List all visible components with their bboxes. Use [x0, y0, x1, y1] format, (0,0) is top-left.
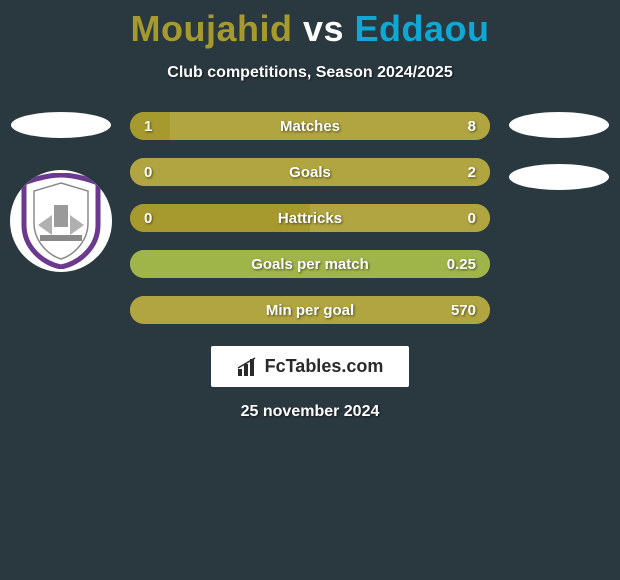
- stat-right-value: 2: [430, 164, 490, 181]
- page-title: Moujahid vs Eddaou: [0, 8, 620, 50]
- player1-photo-placeholder: [11, 112, 111, 138]
- stat-row: 1Matches8: [130, 112, 490, 140]
- brand-badge: FcTables.com: [211, 346, 410, 387]
- stat-left-value: 0: [130, 210, 190, 227]
- player2-photo-placeholder: [509, 112, 609, 138]
- stat-right-value: 0: [430, 210, 490, 227]
- right-player-column: [504, 112, 614, 324]
- stat-label: Goals: [190, 164, 430, 181]
- player2-name: Eddaou: [355, 8, 490, 49]
- player2-club-placeholder: [509, 164, 609, 190]
- comparison-card: Moujahid vs Eddaou Club competitions, Se…: [0, 0, 620, 421]
- stat-row: 0Hattricks0: [130, 204, 490, 232]
- bars-icon: [237, 357, 259, 377]
- stat-row: 0Goals2: [130, 158, 490, 186]
- stat-right-value: 0.25: [430, 256, 490, 273]
- stat-right-value: 570: [430, 302, 490, 319]
- subtitle: Club competitions, Season 2024/2025: [0, 64, 620, 82]
- crest-icon: [18, 173, 104, 269]
- player1-name: Moujahid: [130, 8, 292, 49]
- title-separator: vs: [292, 8, 354, 49]
- left-player-column: [6, 112, 116, 324]
- stat-row: Min per goal570: [130, 296, 490, 324]
- comparison-body: 1Matches80Goals20Hattricks0Goals per mat…: [0, 112, 620, 324]
- stat-left-value: 1: [130, 118, 190, 135]
- stats-list: 1Matches80Goals20Hattricks0Goals per mat…: [130, 112, 490, 324]
- player1-club-crest: [10, 170, 112, 272]
- brand-text: FcTables.com: [265, 356, 384, 377]
- footer: FcTables.com 25 november 2024: [0, 346, 620, 421]
- stat-left-value: 0: [130, 164, 190, 181]
- stat-label: Hattricks: [190, 210, 430, 227]
- stat-label: Matches: [190, 118, 430, 135]
- stat-label: Min per goal: [190, 302, 430, 319]
- generated-date: 25 november 2024: [241, 403, 380, 421]
- stat-row: Goals per match0.25: [130, 250, 490, 278]
- stat-right-value: 8: [430, 118, 490, 135]
- stat-label: Goals per match: [190, 256, 430, 273]
